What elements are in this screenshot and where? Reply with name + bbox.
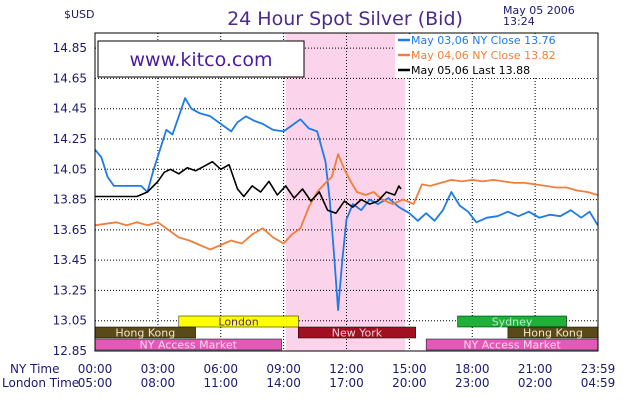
x-tick-label-ny: 12:00 [329,362,364,376]
y-tick-label: 13.25 [53,283,87,297]
y-tick-labels: 14.85 14.65 14.45 14.25 14.05 13.85 13.65 13.45… [53,41,87,358]
x-tick-label-london: 23:00 [455,376,490,390]
legend-label-3: May 05,06 Last 13.88 [411,64,530,77]
y-tick-label: 14.65 [53,71,87,85]
time-stamp: 13:24 [503,15,535,28]
session-label-london: London [218,316,258,329]
x-tick-label-ny: 15:00 [392,362,427,376]
currency-label: $USD [64,8,95,21]
session-label-hong-kong-2: Hong Kong [523,327,583,340]
y-tick-label: 14.45 [53,102,87,116]
series-lines [94,97,599,312]
session-label-ny-access-2: NY Access Market [463,339,561,352]
legend: May 03,06 NY Close 13.76 May 04,06 NY Clo… [395,34,597,78]
x-tick-label-london: 17:00 [329,376,364,390]
session-band-london [178,315,299,328]
y-tick-label: 13.05 [53,314,87,328]
series-line-3 [95,160,402,214]
y-tick-label: 13.45 [53,253,87,267]
x-tick-label-ny: 06:00 [203,362,238,376]
legend-label-2: May 04,06 NY Close 13.82 [411,49,556,62]
series-line-1 [94,97,599,312]
x-tick-label-london: 14:00 [266,376,301,390]
x-tick-label-ny: 21:00 [518,362,553,376]
x-tick-label-ny: 18:00 [455,362,490,376]
date-stamp: May 05 2006 [503,4,575,17]
y-tick-label: 13.85 [53,193,87,207]
x-tick-label-london: 05:00 [78,376,113,390]
x-tick-label-london: 20:00 [392,376,427,390]
session-band-new-york [298,326,416,339]
x-tick-label-london: 04:59 [581,376,616,390]
legend-box [395,34,597,78]
y-tick-label: 14.25 [53,132,87,146]
y-tick-label: 14.05 [53,162,87,176]
y-tick-label: 12.85 [53,344,87,358]
x-tick-label-london: 11:00 [203,376,238,390]
ny-time-row-label: NY Time [10,362,60,376]
session-label-sydney: Sydney [492,316,533,329]
x-tick-label-london: 02:00 [518,376,553,390]
watermark-text: www.kitco.com [129,49,272,71]
x-tick-label-ny: 00:00 [78,362,113,376]
series-line-2 [94,153,599,251]
legend-label-1: May 03,06 NY Close 13.76 [411,34,556,47]
session-label-ny-access-1: NY Access Market [140,339,238,352]
y-tick-label: 14.85 [53,41,87,55]
london-time-row-label: London Time [2,376,79,390]
y-tick-label: 13.65 [53,223,87,237]
session-label-new-york: New York [332,327,383,340]
chart-title: 24 Hour Spot Silver (Bid) [227,8,463,30]
session-label-hong-kong-1: Hong Kong [115,327,175,340]
x-tick-label-ny: 09:00 [266,362,301,376]
x-tick-label-london: 08:00 [141,376,176,390]
plot-border [94,32,599,352]
x-tick-label-ny: 03:00 [141,362,176,376]
x-tick-label-ny: 23:59 [581,362,616,376]
watermark-box [97,40,305,78]
